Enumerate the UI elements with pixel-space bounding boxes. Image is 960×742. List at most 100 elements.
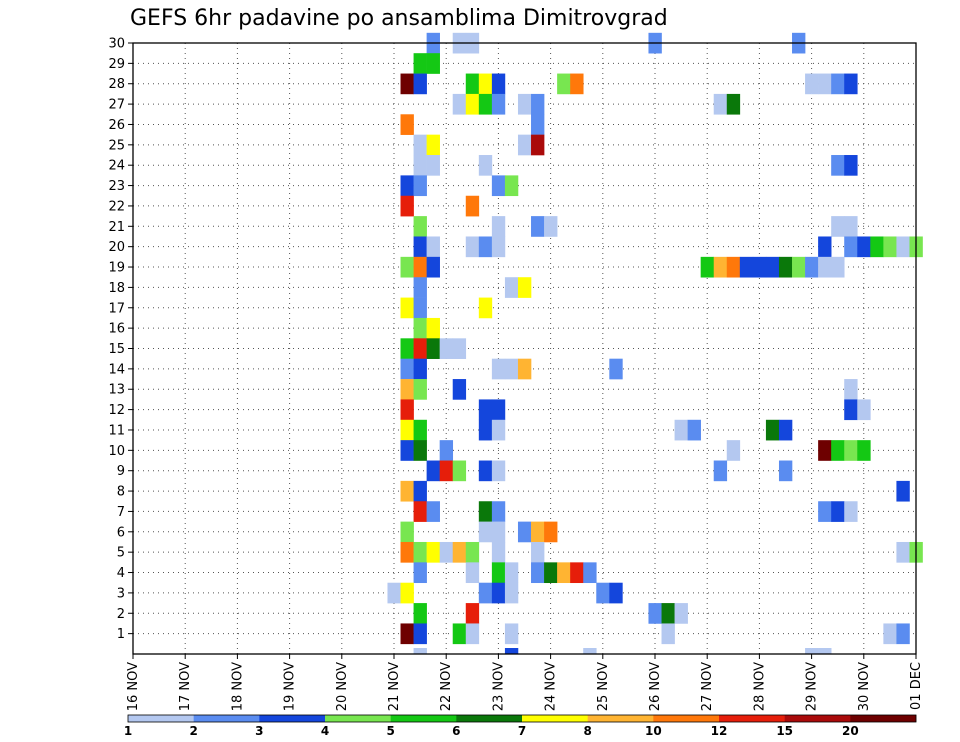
heatmap-cell bbox=[491, 582, 506, 604]
heatmap-cell bbox=[531, 93, 545, 115]
heatmap-cell bbox=[413, 648, 427, 655]
heatmap-cell bbox=[531, 134, 545, 156]
x-tick-label: 18 NOV bbox=[230, 662, 245, 711]
heatmap-cell bbox=[504, 562, 519, 584]
heatmap-cell bbox=[478, 73, 493, 95]
legend-swatch bbox=[719, 715, 785, 722]
heatmap-cell bbox=[818, 236, 832, 258]
heatmap-cell bbox=[478, 93, 493, 115]
x-tick-label: 25 NOV bbox=[596, 662, 611, 711]
heatmap-cell bbox=[465, 562, 480, 584]
heatmap-cell bbox=[426, 256, 440, 278]
heatmap-cell bbox=[818, 440, 832, 461]
heatmap-cell bbox=[426, 460, 440, 482]
heatmap-cell bbox=[491, 73, 506, 95]
heatmap-cell bbox=[504, 648, 519, 655]
x-tick-label: 27 NOV bbox=[700, 662, 715, 711]
legend-label: 5 bbox=[386, 724, 394, 738]
heatmap-cell bbox=[531, 521, 545, 543]
color-legend: 1 2 3 4 5 6 7 8 10 12 15 20 bbox=[124, 714, 917, 738]
heatmap-cell bbox=[491, 358, 506, 380]
legend-label: 12 bbox=[711, 724, 728, 738]
heatmap-cell bbox=[504, 277, 519, 298]
legend-swatch bbox=[390, 715, 457, 722]
heatmap-cell bbox=[896, 236, 910, 258]
y-tick-label: 24 bbox=[108, 159, 125, 174]
heatmap-cell bbox=[544, 562, 558, 584]
heatmap-cell bbox=[531, 216, 545, 237]
heatmap-cell bbox=[844, 216, 858, 237]
heatmap-cell bbox=[491, 501, 506, 522]
y-tick-label: 22 bbox=[108, 199, 125, 214]
y-tick-label: 19 bbox=[108, 261, 125, 276]
heatmap-cell bbox=[413, 236, 427, 258]
heatmap-cell bbox=[400, 358, 414, 380]
heatmap-cell bbox=[765, 419, 780, 441]
heatmap-cell bbox=[570, 562, 584, 584]
heatmap-cell bbox=[674, 419, 688, 441]
heatmap-cell bbox=[491, 541, 506, 563]
heatmap-cell bbox=[844, 440, 858, 461]
heatmap-cell bbox=[517, 358, 532, 380]
y-tick-label: 11 bbox=[108, 423, 125, 438]
heatmap-cell bbox=[726, 440, 741, 461]
y-tick-label: 14 bbox=[108, 362, 125, 377]
heatmap-cell bbox=[413, 440, 427, 461]
legend-swatch bbox=[193, 715, 260, 722]
heatmap-cell bbox=[465, 623, 480, 645]
x-tick-label: 30 NOV bbox=[857, 662, 872, 711]
heatmap-cell bbox=[883, 236, 897, 258]
y-tick-label: 6 bbox=[117, 525, 125, 540]
x-tick-label: 26 NOV bbox=[648, 662, 663, 711]
y-tick-label: 7 bbox=[117, 505, 125, 520]
heatmap-cell bbox=[452, 379, 467, 400]
heatmap-cell bbox=[413, 379, 427, 400]
heatmap-cell bbox=[491, 236, 506, 258]
heatmap-cell bbox=[583, 648, 597, 655]
legend-swatch bbox=[128, 715, 194, 722]
heatmap-cell bbox=[426, 53, 440, 74]
heatmap-cell bbox=[491, 399, 506, 421]
y-tick-label: 28 bbox=[108, 77, 125, 92]
heatmap-cell bbox=[413, 623, 427, 645]
x-tick-label: 19 NOV bbox=[283, 662, 298, 711]
heatmap-cell bbox=[400, 175, 414, 197]
heatmap-cell bbox=[426, 541, 440, 563]
heatmap-cell bbox=[400, 582, 414, 604]
y-tick-label: 15 bbox=[108, 342, 125, 357]
heatmap-cell bbox=[778, 419, 793, 441]
heatmap-cell bbox=[570, 73, 584, 95]
y-tick-label: 20 bbox=[108, 240, 125, 255]
heatmap-cell bbox=[413, 53, 427, 74]
heatmap-cell bbox=[452, 623, 467, 645]
heatmap-cell bbox=[426, 236, 440, 258]
y-tick-label: 23 bbox=[108, 179, 125, 194]
y-tick-label: 5 bbox=[117, 546, 125, 561]
x-tick-label: 24 NOV bbox=[544, 662, 559, 711]
heatmap-cell bbox=[504, 358, 519, 380]
heatmap-cell bbox=[517, 277, 532, 298]
heatmap-cell bbox=[517, 521, 532, 543]
x-tick-label: 29 NOV bbox=[805, 662, 820, 711]
legend-label: 20 bbox=[842, 724, 859, 738]
heatmap-cell bbox=[400, 521, 414, 543]
heatmap-cell bbox=[413, 73, 427, 95]
heatmap-cell bbox=[831, 155, 845, 176]
y-tick-label: 16 bbox=[108, 322, 125, 337]
heatmap-cell bbox=[413, 175, 427, 197]
x-tick-label: 16 NOV bbox=[126, 662, 141, 711]
heatmap-cell bbox=[413, 562, 427, 584]
heatmap-cell bbox=[426, 501, 440, 522]
heatmap-cell bbox=[818, 501, 832, 522]
heatmap-cell bbox=[413, 603, 427, 624]
heatmap-cell bbox=[413, 419, 427, 441]
x-tick-label: 21 NOV bbox=[387, 662, 402, 711]
heatmap-cell bbox=[413, 297, 427, 319]
heatmap-cell bbox=[844, 379, 858, 400]
heatmap-cell bbox=[831, 440, 845, 461]
heatmap-cell bbox=[818, 256, 832, 278]
heatmap-cell bbox=[491, 419, 506, 441]
heatmap-cell bbox=[831, 256, 845, 278]
heatmap-cell bbox=[478, 521, 493, 543]
